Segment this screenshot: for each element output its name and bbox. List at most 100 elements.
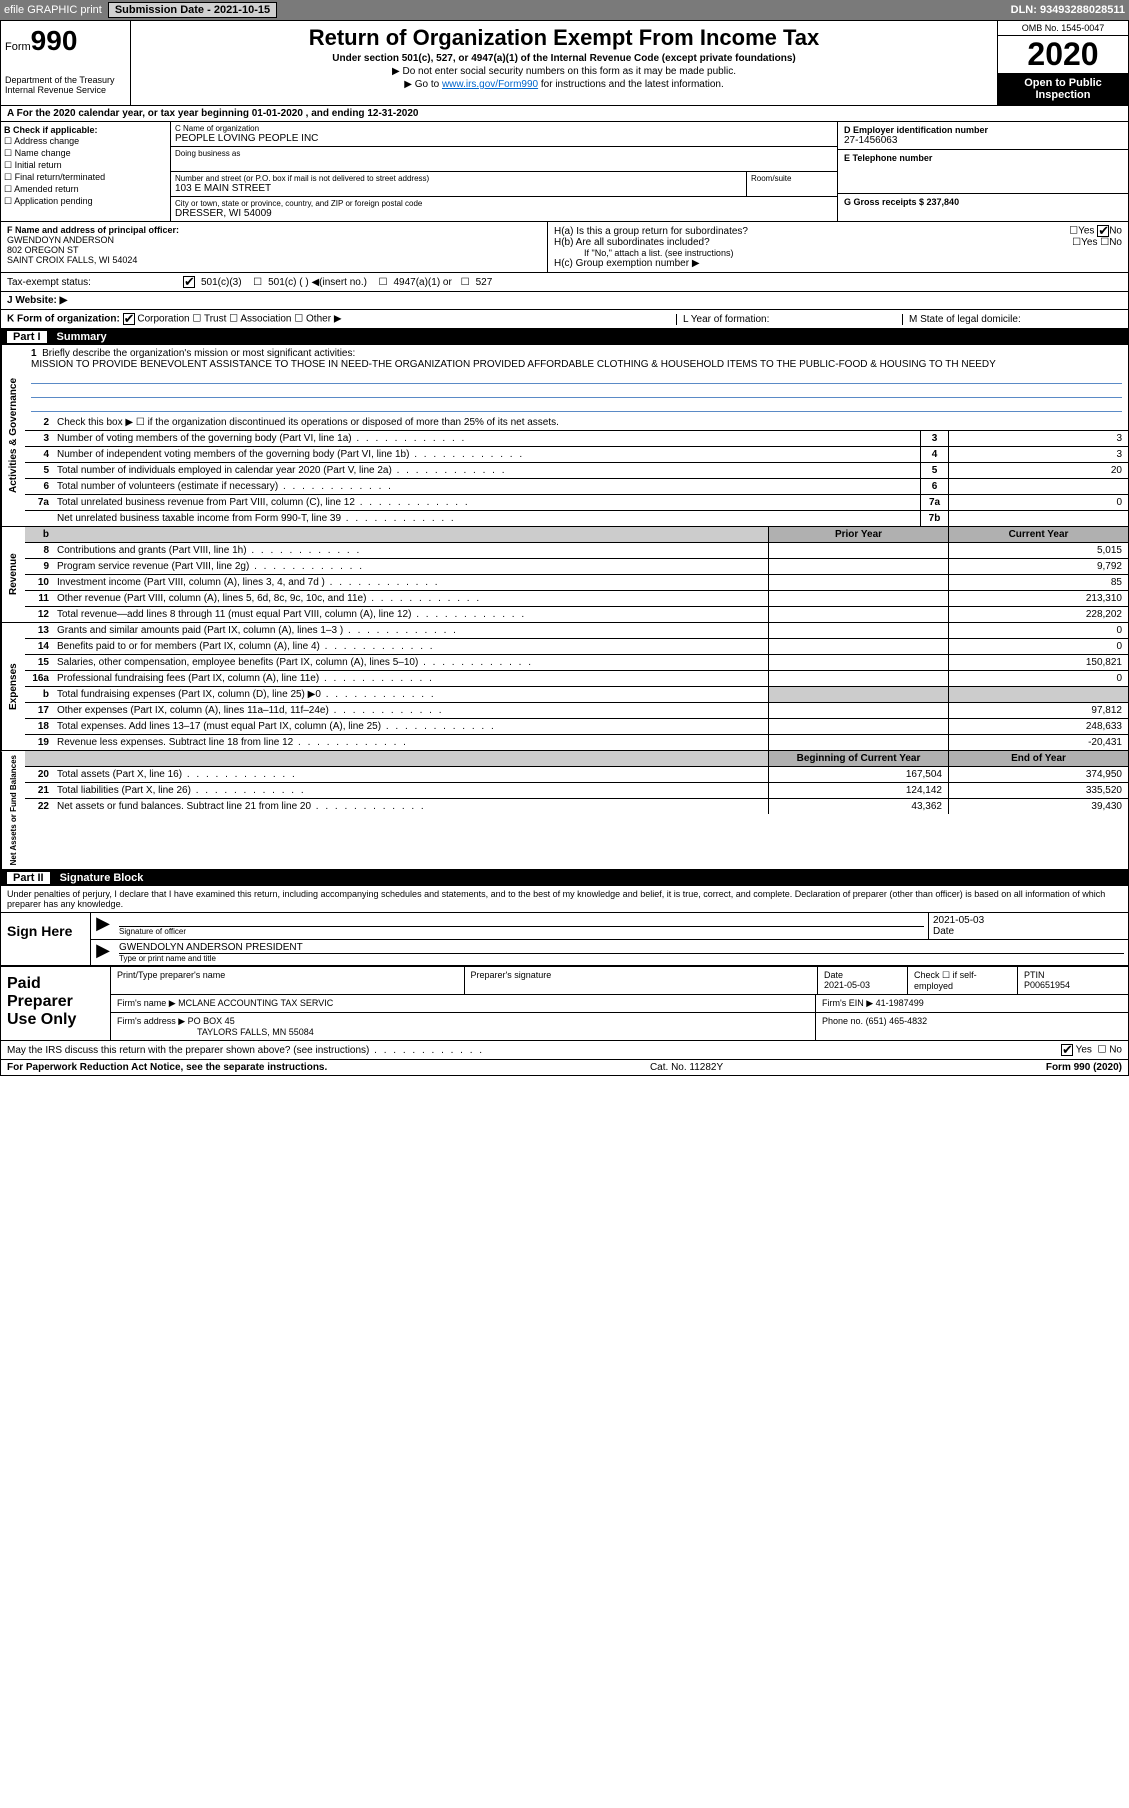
officer-box: F Name and address of principal officer:… — [1, 222, 548, 272]
data-row: 13Grants and similar amounts paid (Part … — [25, 623, 1128, 639]
h-section: H(a) Is this a group return for subordin… — [548, 222, 1128, 272]
hdr-end-year: End of Year — [948, 751, 1128, 766]
data-row: 18Total expenses. Add lines 13–17 (must … — [25, 719, 1128, 735]
sig-name: GWENDOLYN ANDERSON PRESIDENT — [119, 942, 1124, 953]
irs-link[interactable]: www.irs.gov/Form990 — [442, 79, 538, 90]
sig-officer-label: Signature of officer — [119, 926, 924, 936]
part2-num: Part II — [7, 872, 50, 884]
hb-label: H(b) Are all subordinates included? — [554, 237, 710, 248]
check-corporation[interactable] — [123, 313, 135, 325]
sig-arrow-icon: ▶ — [91, 913, 115, 939]
check-b-header: B Check if applicable: — [4, 125, 167, 135]
form-number: 990 — [31, 25, 78, 56]
data-row: 19Revenue less expenses. Subtract line 1… — [25, 735, 1128, 750]
page-footer: For Paperwork Reduction Act Notice, see … — [1, 1060, 1128, 1075]
footer-left: For Paperwork Reduction Act Notice, see … — [7, 1062, 327, 1073]
footer-catno: Cat. No. 11282Y — [327, 1062, 1046, 1073]
data-row: 17Other expenses (Part IX, column (A), l… — [25, 703, 1128, 719]
part1-header: Part I Summary — [1, 329, 1128, 345]
phone-label: E Telephone number — [844, 153, 1122, 163]
check-name-change[interactable]: ☐ Name change — [4, 148, 167, 159]
inspect-2: Inspection — [1035, 89, 1090, 101]
hdr-begin-year: Beginning of Current Year — [768, 751, 948, 766]
sig-name-label: Type or print name and title — [119, 953, 1124, 963]
paid-preparer-label: Paid Preparer Use Only — [1, 967, 111, 1040]
year-box: OMB No. 1545-0047 2020 Open to PublicIns… — [998, 21, 1128, 105]
prep-date: 2021-05-03 — [824, 980, 870, 990]
dept-irs: Internal Revenue Service — [5, 85, 126, 95]
ein-value: 27-1456063 — [844, 135, 1122, 146]
header-bar: efile GRAPHIC print Submission Date - 20… — [0, 0, 1129, 20]
signature-block: Under penalties of perjury, I declare th… — [1, 886, 1128, 966]
check-initial-return[interactable]: ☐ Initial return — [4, 160, 167, 171]
prep-ein: 41-1987499 — [876, 998, 924, 1008]
check-address-change[interactable]: ☐ Address change — [4, 136, 167, 147]
check-application-pending[interactable]: ☐ Application pending — [4, 196, 167, 207]
gov-row: 7aTotal unrelated business revenue from … — [25, 495, 1128, 511]
org-name: PEOPLE LOVING PEOPLE INC — [175, 133, 833, 144]
data-row: 11Other revenue (Part VIII, column (A), … — [25, 591, 1128, 607]
officer-name: GWENDOYN ANDERSON — [7, 235, 541, 245]
footer-form: Form 990 (2020) — [1046, 1062, 1122, 1073]
vtab-revenue: Revenue — [1, 527, 25, 622]
check-final-return[interactable]: ☐ Final return/terminated — [4, 172, 167, 183]
tax-status-row: Tax-exempt status: 501(c)(3) ☐ 501(c) ( … — [1, 273, 1128, 292]
data-row: 22Net assets or fund balances. Subtract … — [25, 799, 1128, 814]
gov-row: 6Total number of volunteers (estimate if… — [25, 479, 1128, 495]
preparer-block: Paid Preparer Use Only Print/Type prepar… — [1, 966, 1128, 1041]
m-state-domicile: M State of legal domicile: — [902, 314, 1122, 325]
form-id-box: Form990 Department of the Treasury Inter… — [1, 21, 131, 105]
data-row: 16aProfessional fundraising fees (Part I… — [25, 671, 1128, 687]
period-row: A For the 2020 calendar year, or tax yea… — [1, 106, 1128, 122]
suite-label: Room/suite — [751, 174, 833, 183]
l-year-formation: L Year of formation: — [676, 314, 896, 325]
gov-row: Net unrelated business taxable income fr… — [25, 511, 1128, 526]
hc-label: H(c) Group exemption number ▶ — [554, 258, 700, 269]
city-label: City or town, state or province, country… — [175, 199, 833, 208]
website-row: J Website: ▶ — [1, 292, 1128, 310]
form-label: Form — [5, 41, 31, 53]
vtab-governance: Activities & Governance — [1, 345, 25, 526]
part2-header: Part II Signature Block — [1, 870, 1128, 886]
prep-self-emp[interactable]: Check ☐ if self-employed — [908, 967, 1018, 994]
note-ssn: ▶ Do not enter social security numbers o… — [139, 66, 989, 77]
gross-receipts: G Gross receipts $ 237,840 — [844, 197, 1122, 207]
dept-treasury: Department of the Treasury — [5, 75, 126, 85]
data-row: 21Total liabilities (Part X, line 26)124… — [25, 783, 1128, 799]
form-title: Return of Organization Exempt From Incom… — [139, 25, 989, 51]
part1-num: Part I — [7, 331, 47, 343]
dba-label: Doing business as — [175, 149, 833, 158]
data-row: 9Program service revenue (Part VIII, lin… — [25, 559, 1128, 575]
discuss-yes-check[interactable] — [1061, 1044, 1073, 1056]
prep-addr2: TAYLORS FALLS, MN 55084 — [117, 1027, 314, 1037]
dln-label: DLN: 93493288028511 — [1011, 4, 1125, 16]
check-amended-return[interactable]: ☐ Amended return — [4, 184, 167, 195]
title-box: Return of Organization Exempt From Incom… — [131, 21, 998, 105]
gov-row: 4Number of independent voting members of… — [25, 447, 1128, 463]
sig-intro: Under penalties of perjury, I declare th… — [1, 886, 1128, 912]
part1-title: Summary — [57, 331, 107, 343]
gov-row: 5Total number of individuals employed in… — [25, 463, 1128, 479]
data-row: 12Total revenue—add lines 8 through 11 (… — [25, 607, 1128, 622]
form-subtitle: Under section 501(c), 527, or 4947(a)(1)… — [139, 53, 989, 64]
ha-no-check[interactable] — [1097, 225, 1109, 237]
discuss-question: May the IRS discuss this return with the… — [7, 1045, 484, 1056]
officer-label: F Name and address of principal officer: — [7, 225, 541, 235]
mission-text: MISSION TO PROVIDE BENEVOLENT ASSISTANCE… — [31, 359, 996, 370]
vtab-expenses: Expenses — [1, 623, 25, 750]
website-label: J Website: ▶ — [7, 295, 67, 306]
data-row: 20Total assets (Part X, line 16)167,5043… — [25, 767, 1128, 783]
omb-number: OMB No. 1545-0047 — [998, 21, 1128, 36]
prep-phone: (651) 465-4832 — [866, 1016, 928, 1026]
sig-arrow-icon-2: ▶ — [91, 940, 115, 965]
note-link-post: for instructions and the latest informat… — [538, 79, 724, 90]
sig-date: 2021-05-03 — [933, 915, 1124, 926]
vtab-netassets: Net Assets or Fund Balances — [1, 751, 25, 869]
check-501c3[interactable] — [183, 276, 195, 288]
officer-addr2: SAINT CROIX FALLS, WI 54024 — [7, 255, 541, 265]
prep-firm: MCLANE ACCOUNTING TAX SERVIC — [178, 998, 333, 1008]
submission-date-button[interactable]: Submission Date - 2021-10-15 — [108, 2, 277, 18]
sign-here-label: Sign Here — [1, 913, 91, 965]
ein-label: D Employer identification number — [844, 125, 1122, 135]
prep-ptin: P00651954 — [1024, 980, 1070, 990]
